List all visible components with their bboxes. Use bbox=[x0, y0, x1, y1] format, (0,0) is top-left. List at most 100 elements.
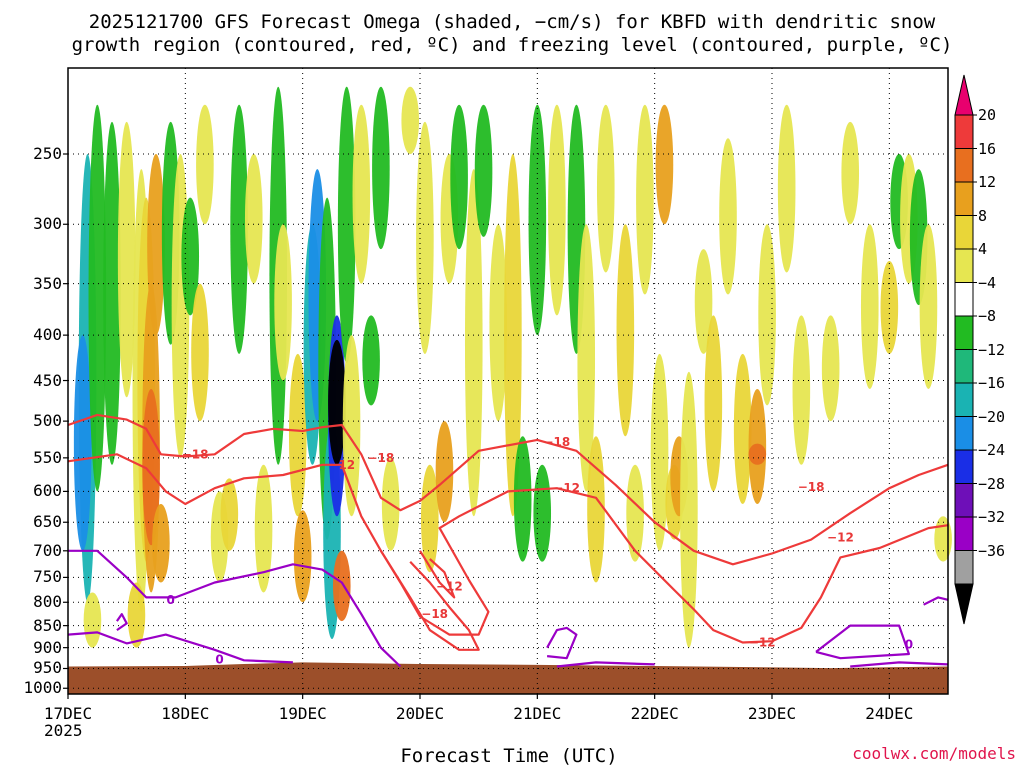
omega-cell bbox=[680, 371, 698, 648]
omega-cell bbox=[362, 315, 380, 406]
colorbar-label: −20 bbox=[978, 407, 1006, 426]
colorbar-label: 16 bbox=[978, 139, 997, 158]
contour-label: 0 bbox=[215, 652, 223, 666]
contour-label: −12 bbox=[328, 458, 355, 472]
colorbar-segment bbox=[954, 483, 974, 518]
omega-cell bbox=[332, 550, 351, 622]
omega-cell bbox=[288, 353, 307, 517]
x-axis-year-label: 2025 bbox=[44, 721, 83, 740]
colorbar-segment bbox=[954, 315, 974, 350]
omega-cell bbox=[254, 464, 273, 593]
omega-cell bbox=[548, 104, 566, 316]
contour-label: 0 bbox=[166, 593, 174, 607]
omega-cell bbox=[464, 169, 483, 517]
omega-cell bbox=[230, 104, 248, 354]
omega-cell bbox=[244, 153, 263, 284]
omega-cell bbox=[416, 121, 434, 354]
contour-label: −12 bbox=[827, 530, 854, 544]
y-tick-label: 550 bbox=[33, 447, 62, 467]
colorbar-segment bbox=[954, 416, 974, 451]
omega-cell bbox=[220, 478, 239, 551]
contour-label: −12 bbox=[436, 580, 463, 594]
omega-cell bbox=[626, 464, 644, 562]
x-axis-title: Forecast Time (UTC) bbox=[400, 745, 618, 767]
colorbar-segment bbox=[954, 248, 974, 283]
y-tick-label: 700 bbox=[33, 540, 62, 560]
contour-red-minus-12 bbox=[67, 453, 949, 644]
contour-purple-0 bbox=[850, 661, 949, 668]
omega-cell bbox=[616, 224, 635, 437]
omega-cell bbox=[293, 510, 312, 603]
y-tick-label: 950 bbox=[33, 658, 62, 678]
omega-cell bbox=[704, 315, 723, 492]
omega-cell bbox=[73, 335, 92, 551]
omega-cell bbox=[880, 260, 899, 354]
y-tick-label: 800 bbox=[33, 592, 62, 612]
x-tick-label: 21DEC bbox=[513, 704, 562, 723]
omega-cell bbox=[504, 153, 522, 517]
omega-cell bbox=[342, 335, 361, 517]
x-tick-label: 23DEC bbox=[747, 704, 797, 723]
omega-cell bbox=[596, 104, 615, 273]
contour-label: −18 bbox=[368, 451, 395, 465]
colorbar-label: 12 bbox=[978, 173, 997, 191]
omega-cell bbox=[83, 592, 102, 648]
x-tick-label: 19DEC bbox=[278, 704, 327, 723]
omega-cell bbox=[860, 224, 879, 389]
omega-cell bbox=[117, 121, 136, 398]
x-tick-label: 20DEC bbox=[395, 704, 445, 723]
colorbar-label: −28 bbox=[978, 474, 1006, 493]
colorbar-segment bbox=[954, 516, 974, 551]
x-tick-label: 17DEC bbox=[43, 704, 93, 723]
colorbar-segment bbox=[954, 550, 974, 585]
omega-cell bbox=[533, 464, 552, 562]
omega-cell bbox=[274, 224, 292, 381]
colorbar-bottom-arrow bbox=[954, 583, 974, 625]
colorbar-segment bbox=[954, 181, 974, 216]
credit-text[interactable]: coolwx.com/models bbox=[852, 744, 1016, 763]
contour-label: −18 bbox=[798, 480, 825, 494]
contour-red-minus-18 bbox=[379, 550, 480, 651]
x-tick-label: 22DEC bbox=[630, 704, 679, 723]
colorbar-segment bbox=[954, 449, 974, 484]
colorbar-label: −12 bbox=[978, 340, 1006, 359]
y-tick-label: 600 bbox=[33, 481, 62, 501]
contour-purple-0 bbox=[923, 596, 949, 606]
contour-red-minus-18 bbox=[67, 413, 949, 566]
omega-cell bbox=[352, 104, 371, 284]
colorbar-label: −16 bbox=[978, 374, 1006, 392]
omega-cell bbox=[528, 104, 547, 336]
colorbar-top-arrow bbox=[954, 74, 974, 116]
omega-cell bbox=[88, 104, 107, 492]
ground-surface bbox=[68, 662, 948, 694]
omega-cell bbox=[420, 464, 439, 573]
omega-cell bbox=[777, 104, 796, 273]
omega-cell bbox=[513, 436, 532, 562]
y-tick-label: 650 bbox=[33, 512, 62, 532]
contour-label: 0 bbox=[905, 638, 913, 652]
omega-cell bbox=[372, 86, 390, 250]
contour-purple-0 bbox=[546, 626, 578, 660]
y-tick-label: 300 bbox=[33, 214, 62, 234]
contour-label: −18 bbox=[182, 447, 209, 461]
colorbar-label: 8 bbox=[978, 206, 988, 225]
omega-cell bbox=[919, 224, 938, 389]
omega-cell bbox=[655, 104, 674, 225]
y-tick-label: 750 bbox=[33, 567, 62, 587]
x-tick-label: 24DEC bbox=[865, 704, 914, 723]
colorbar-label: −24 bbox=[978, 441, 1006, 459]
omega-cell bbox=[821, 315, 840, 422]
omega-cell bbox=[719, 138, 737, 295]
omega-cell bbox=[127, 582, 146, 648]
colorbar-label: −4 bbox=[978, 273, 997, 292]
colorbar-segment bbox=[954, 282, 974, 317]
colorbar-segment bbox=[954, 349, 974, 384]
y-tick-label: 500 bbox=[33, 411, 62, 431]
contour-purple-0 bbox=[115, 613, 128, 632]
y-tick-label: 1000 bbox=[23, 678, 62, 698]
y-tick-label: 400 bbox=[33, 325, 62, 345]
colorbar-label: −8 bbox=[978, 307, 997, 325]
contour-label: −12 bbox=[553, 481, 580, 495]
